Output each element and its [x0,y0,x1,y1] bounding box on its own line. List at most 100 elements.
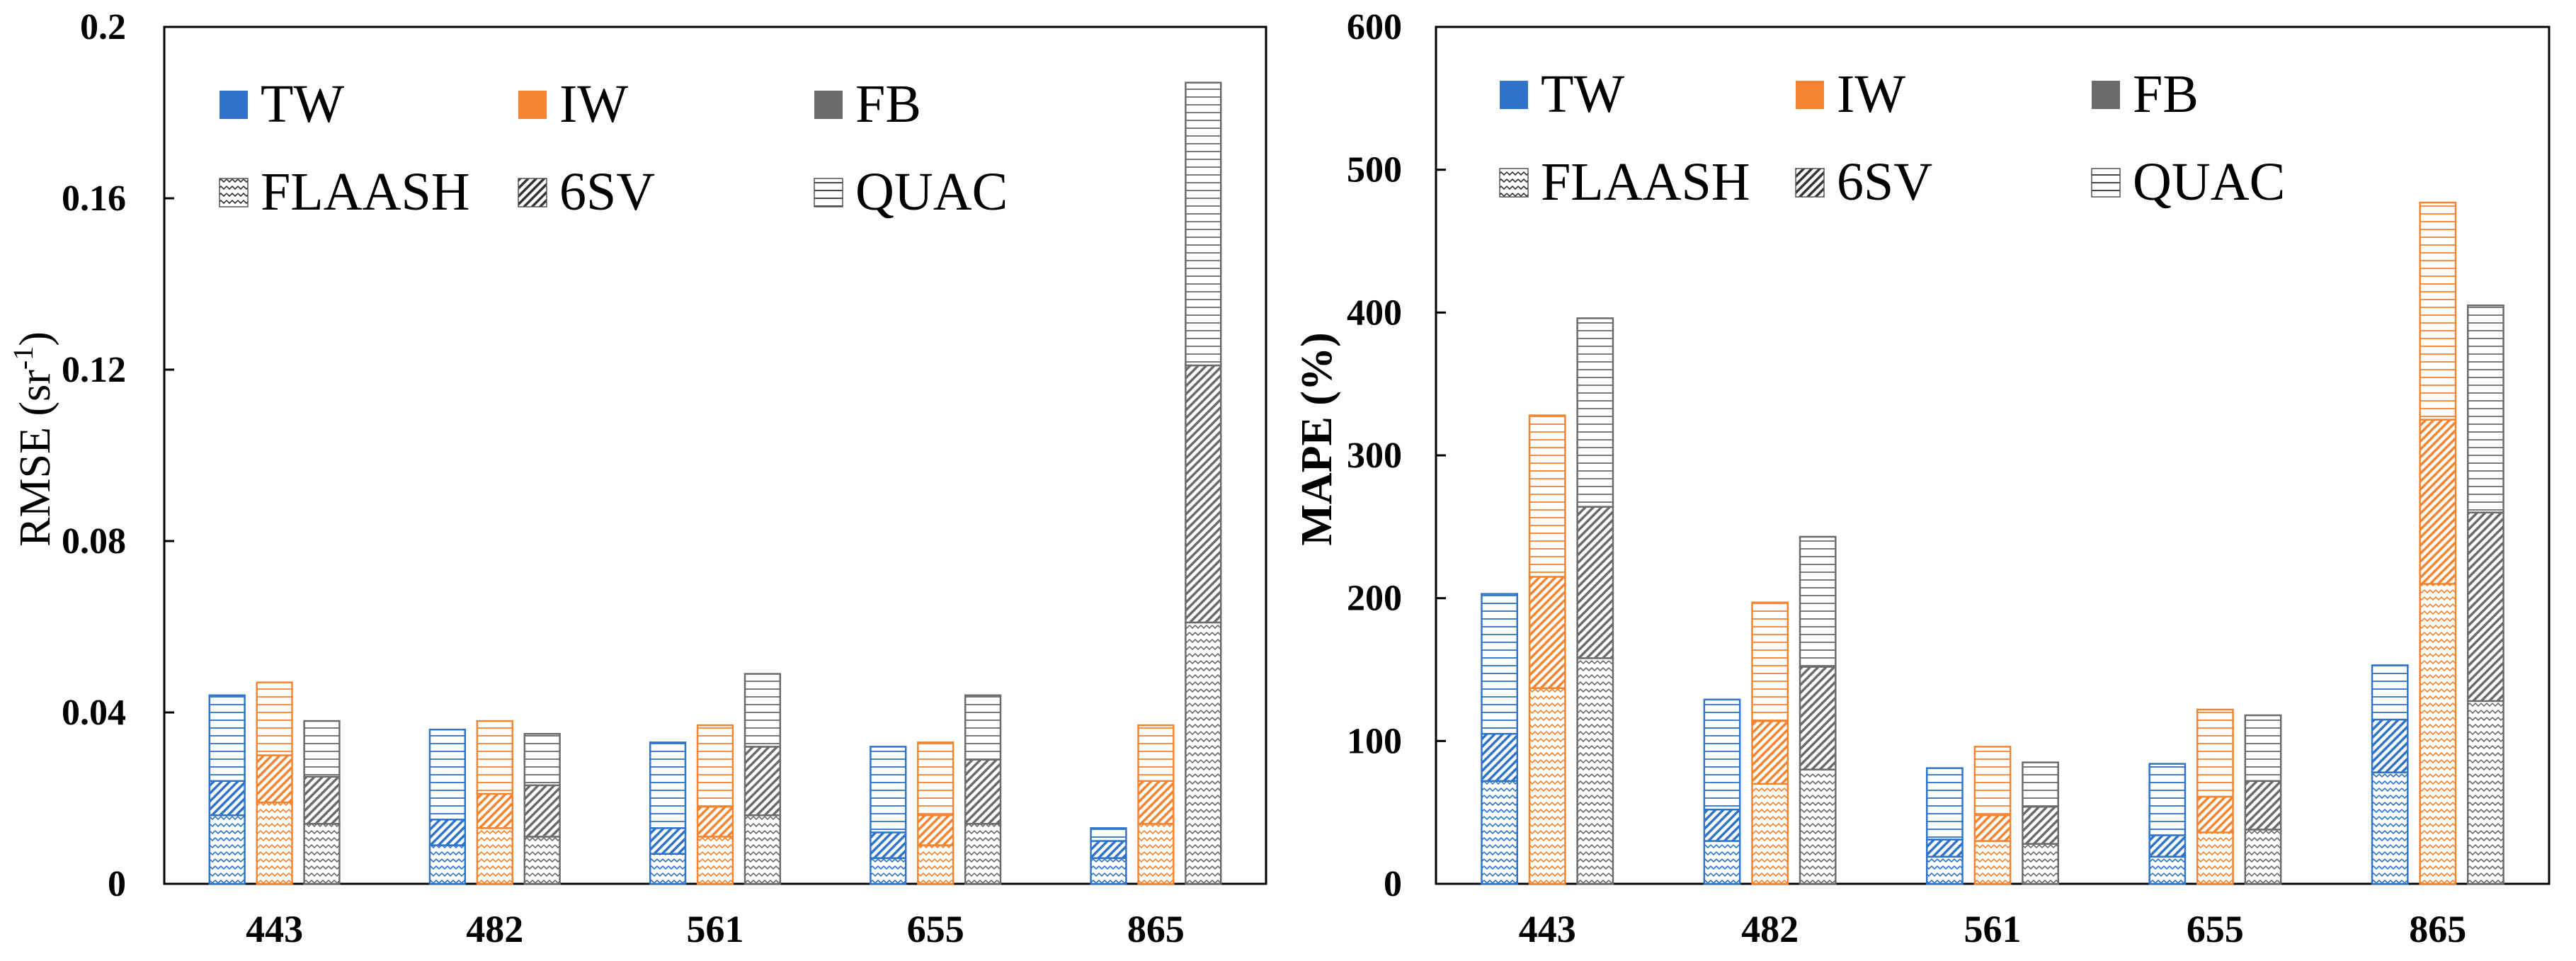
mape-bar-tw-quac-482 [1703,698,1741,811]
mape-bar-iw-quac-482 [1751,601,1789,722]
mape-bar-tw-6sv-865 [2371,718,2409,773]
rmse-legend-label-quac: QUAC [855,162,1008,222]
rmse-bar-tw-quac-482 [428,728,467,821]
mape-x-tick-label: 443 [1519,908,1576,950]
mape-bar-tw-quac-865 [2371,664,2409,721]
mape-bar-fb-6sv-443 [1576,506,1614,659]
rmse-bar-fb-6sv-482 [523,784,561,838]
mape-bar-iw-6sv-865 [2419,419,2457,585]
mape-y-tick-label: 300 [1347,436,1402,476]
rmse-chart: 0 0.04 0.08 0.12 0.16 0.2 443 482 561 655 865 RMS… [7,7,1267,950]
rmse-bar-iw-6sv-482 [476,792,513,829]
rmse-bar-iw-flaash-655 [917,844,954,885]
mape-y-ticks: 0 100 200 300 400 500 600 [1347,7,1446,904]
mape-bar-tw-6sv-655 [2148,834,2187,858]
mape-bar-iw-flaash-655 [2196,831,2234,885]
mape-bar-tw-6sv-482 [1703,808,1741,842]
mape-legend-swatch-fb [2092,81,2120,109]
mape-bar-fb-6sv-865 [2466,511,2504,703]
rmse-legend-swatch-tw [220,91,248,119]
mape-legend-swatch-6sv [1795,168,1825,198]
rmse-bar-fb-6sv-561 [743,746,782,817]
mape-bar-iw-quac-443 [1528,414,1566,578]
mape-bar-tw-quac-561 [1926,767,1964,841]
rmse-y-tick-label: 0.04 [62,693,126,733]
mape-bar-iw-quac-865 [2419,201,2457,421]
mape-bar-iw-6sv-655 [2196,795,2234,834]
mape-bar-fb-flaash-865 [2466,700,2504,885]
mape-y-tick-label: 400 [1347,292,1402,333]
mape-legend-swatch-iw [1796,81,1824,109]
rmse-legend-swatch-fb [814,91,843,119]
rmse-x-tick-label: 561 [687,908,744,950]
rmse-bar-tw-6sv-482 [428,819,467,846]
mape-bar-iw-flaash-443 [1528,687,1566,885]
rmse-legend-label-flaash: FLAASH [261,162,470,222]
mape-bar-fb-flaash-655 [2244,829,2282,885]
rmse-x-tick-label: 865 [1127,908,1185,950]
mape-x-tick-label: 865 [2409,908,2466,950]
mape-x-tick-label: 655 [2187,908,2244,950]
rmse-bar-tw-quac-561 [649,741,687,829]
mape-bar-iw-flaash-865 [2419,583,2457,885]
rmse-x-tick-label: 655 [907,908,964,950]
mape-legend-label-tw: TW [1541,64,1624,124]
rmse-bar-fb-quac-482 [523,733,561,787]
mape-bar-fb-flaash-482 [1799,768,1837,885]
rmse-y-tick-label: 0.08 [62,521,126,562]
mape-bar-iw-quac-655 [2196,708,2234,798]
rmse-bar-fb-flaash-561 [743,814,782,885]
rmse-y-tick-label: 0.16 [62,178,126,219]
mape-y-tick-label: 500 [1347,150,1402,191]
mape-bar-fb-flaash-443 [1576,657,1614,885]
rmse-bar-fb-flaash-443 [303,823,341,885]
rmse-y-ticks: 0 0.04 0.08 0.12 0.16 0.2 [62,7,174,904]
rmse-y-tick-label: 0.2 [80,7,126,47]
mape-bar-tw-6sv-561 [1926,838,1964,858]
rmse-bar-fb-quac-443 [303,720,341,778]
rmse-bar-iw-flaash-561 [696,836,734,885]
rmse-y-axis-label: RMSE (sr-1) [7,331,59,547]
rmse-bar-tw-6sv-655 [870,831,907,859]
rmse-bar-iw-quac-482 [476,720,513,795]
mape-legend-label-iw: IW [1837,64,1905,124]
rmse-bar-iw-flaash-865 [1137,823,1175,885]
rmse-bar-fb-flaash-865 [1185,621,1222,885]
rmse-bar-iw-flaash-482 [476,827,513,885]
mape-bar-iw-quac-561 [1973,746,2012,817]
rmse-bar-fb-6sv-443 [303,775,341,825]
rmse-bar-iw-quac-443 [256,681,293,756]
mape-legend-label-fb: FB [2133,64,2199,124]
rmse-bar-fb-6sv-655 [964,758,1002,825]
mape-legend-label-6sv: 6SV [1837,152,1932,212]
rmse-bar-tw-quac-655 [870,746,907,834]
rmse-bar-tw-flaash-443 [208,814,246,885]
mape-legend-swatch-tw [1500,81,1528,109]
mape-bar-tw-flaash-561 [1926,855,1964,885]
rmse-x-ticks: 443 482 561 655 865 [246,908,1185,950]
rmse-x-tick-label: 443 [246,908,303,950]
mape-bar-iw-flaash-482 [1751,783,1789,885]
rmse-bar-tw-6sv-865 [1090,840,1127,859]
mape-legend-swatch-quac [2091,168,2121,198]
rmse-bar-iw-6sv-865 [1137,780,1175,825]
rmse-bar-tw-6sv-443 [208,780,246,817]
rmse-bar-tw-6sv-561 [649,827,687,855]
mape-legend-label-flaash: FLAASH [1541,152,1750,212]
mape-y-tick-label: 100 [1347,721,1402,761]
rmse-bar-fb-quac-561 [743,673,782,748]
rmse-bar-tw-quac-865 [1090,827,1127,842]
rmse-bar-fb-quac-655 [964,694,1002,761]
rmse-bar-fb-6sv-865 [1185,364,1222,624]
rmse-bar-fb-quac-865 [1185,81,1222,367]
rmse-legend-swatch-quac [814,178,843,207]
mape-bar-tw-flaash-482 [1703,840,1741,885]
mape-x-tick-label: 482 [1741,908,1799,950]
rmse-bar-iw-quac-655 [917,741,954,817]
rmse-bar-fb-flaash-655 [964,823,1002,885]
mape-x-tick-label: 561 [1964,908,2022,950]
rmse-bar-iw-6sv-443 [256,754,293,804]
rmse-bar-tw-flaash-865 [1090,857,1127,885]
rmse-bar-tw-flaash-482 [428,844,467,885]
mape-bar-tw-flaash-443 [1481,780,1519,885]
